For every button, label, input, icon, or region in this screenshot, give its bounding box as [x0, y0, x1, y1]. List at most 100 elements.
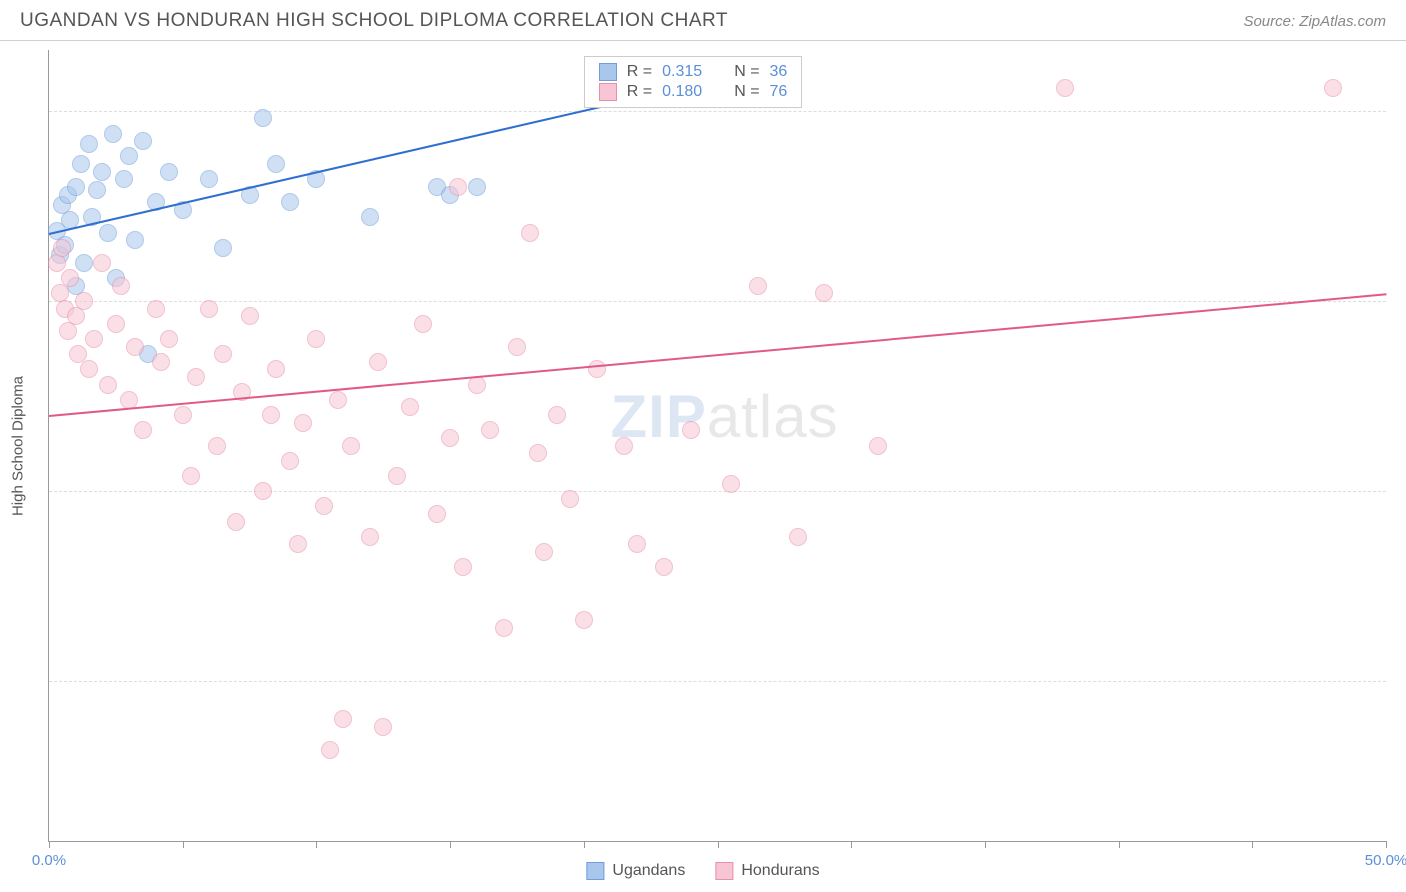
data-point [67, 178, 85, 196]
data-point [334, 710, 352, 728]
data-point [575, 611, 593, 629]
gridline [49, 681, 1386, 682]
data-point [187, 368, 205, 386]
data-point [495, 619, 513, 637]
data-point [321, 741, 339, 759]
data-point [104, 125, 122, 143]
data-point [749, 277, 767, 295]
data-point [88, 181, 106, 199]
data-point [80, 135, 98, 153]
y-axis-label: High School Diploma [10, 376, 27, 516]
data-point [374, 718, 392, 736]
source-attribution: Source: ZipAtlas.com [1243, 13, 1386, 30]
legend-swatch-icon [715, 862, 733, 880]
plot-area: 62.5%75.0%87.5%100.0%0.0%50.0%ZIPatlasR … [48, 50, 1386, 842]
data-point [561, 490, 579, 508]
n-label: N = [734, 83, 759, 101]
data-point [93, 163, 111, 181]
data-point [535, 543, 553, 561]
trend-line [49, 103, 611, 234]
x-tick [851, 841, 852, 848]
x-tick [450, 841, 451, 848]
data-point [682, 421, 700, 439]
data-point [588, 360, 606, 378]
data-point [1056, 79, 1074, 97]
data-point [85, 330, 103, 348]
legend-swatch-icon [586, 862, 604, 880]
n-value: 76 [770, 83, 788, 101]
data-point [628, 535, 646, 553]
x-tick [1252, 841, 1253, 848]
data-point [294, 414, 312, 432]
data-point [126, 338, 144, 356]
data-point [227, 513, 245, 531]
data-point [655, 558, 673, 576]
data-point [115, 170, 133, 188]
data-point [182, 467, 200, 485]
x-tick [584, 841, 585, 848]
x-tick [985, 841, 986, 848]
x-tick [183, 841, 184, 848]
data-point [529, 444, 547, 462]
x-tick [316, 841, 317, 848]
data-point [1324, 79, 1342, 97]
stats-row: R =0.315N =36 [599, 62, 788, 82]
chart-header: UGANDAN VS HONDURAN HIGH SCHOOL DIPLOMA … [0, 0, 1406, 41]
legend-item-hondurans: Hondurans [715, 862, 819, 880]
data-point [481, 421, 499, 439]
x-tick-label: 50.0% [1365, 852, 1406, 869]
data-point [414, 315, 432, 333]
data-point [548, 406, 566, 424]
data-point [267, 155, 285, 173]
watermark: ZIPatlas [611, 382, 839, 451]
data-point [722, 475, 740, 493]
data-point [369, 353, 387, 371]
data-point [72, 155, 90, 173]
data-point [61, 269, 79, 287]
data-point [99, 376, 117, 394]
data-point [241, 307, 259, 325]
data-point [521, 224, 539, 242]
x-tick [49, 841, 50, 848]
data-point [441, 429, 459, 447]
x-tick [718, 841, 719, 848]
r-value: 0.180 [662, 83, 702, 101]
data-point [815, 284, 833, 302]
r-label: R = [627, 83, 652, 101]
data-point [126, 231, 144, 249]
data-point [53, 239, 71, 257]
data-point [307, 330, 325, 348]
data-point [112, 277, 130, 295]
data-point [289, 535, 307, 553]
n-value: 36 [770, 63, 788, 81]
gridline [49, 301, 1386, 302]
data-point [508, 338, 526, 356]
n-label: N = [734, 63, 759, 81]
data-point [200, 300, 218, 318]
chart-title: UGANDAN VS HONDURAN HIGH SCHOOL DIPLOMA … [20, 10, 728, 32]
data-point [174, 406, 192, 424]
series-swatch-icon [599, 83, 617, 101]
data-point [93, 254, 111, 272]
data-point [75, 292, 93, 310]
data-point [75, 254, 93, 272]
data-point [254, 109, 272, 127]
data-point [214, 239, 232, 257]
data-point [281, 193, 299, 211]
data-point [428, 505, 446, 523]
data-point [214, 345, 232, 363]
data-point [361, 208, 379, 226]
data-point [281, 452, 299, 470]
data-point [449, 178, 467, 196]
scatter-chart: High School Diploma 62.5%75.0%87.5%100.0… [48, 50, 1386, 842]
legend-item-ugandans: Ugandans [586, 862, 685, 880]
data-point [468, 178, 486, 196]
data-point [262, 406, 280, 424]
data-point [315, 497, 333, 515]
data-point [789, 528, 807, 546]
series-swatch-icon [599, 63, 617, 81]
data-point [615, 437, 633, 455]
data-point [208, 437, 226, 455]
data-point [361, 528, 379, 546]
data-point [401, 398, 419, 416]
